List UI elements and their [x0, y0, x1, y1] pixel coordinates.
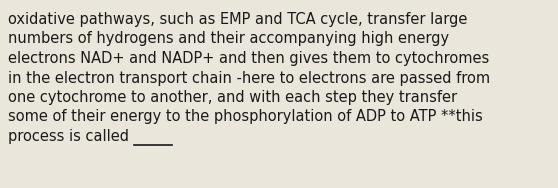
Text: one cytochrome to another, and with each step they transfer: one cytochrome to another, and with each… — [8, 90, 457, 105]
Text: numbers of hydrogens and their accompanying high energy: numbers of hydrogens and their accompany… — [8, 32, 449, 46]
Text: some of their energy to the phosphorylation of ADP to ATP **this: some of their energy to the phosphorylat… — [8, 109, 483, 124]
Text: electrons NAD+ and NADP+ and then gives them to cytochromes: electrons NAD+ and NADP+ and then gives … — [8, 51, 489, 66]
Text: in the electron transport chain -here to electrons are passed from: in the electron transport chain -here to… — [8, 70, 490, 86]
Text: oxidative pathways, such as EMP and TCA cycle, transfer large: oxidative pathways, such as EMP and TCA … — [8, 12, 468, 27]
Text: process is called: process is called — [8, 129, 133, 144]
